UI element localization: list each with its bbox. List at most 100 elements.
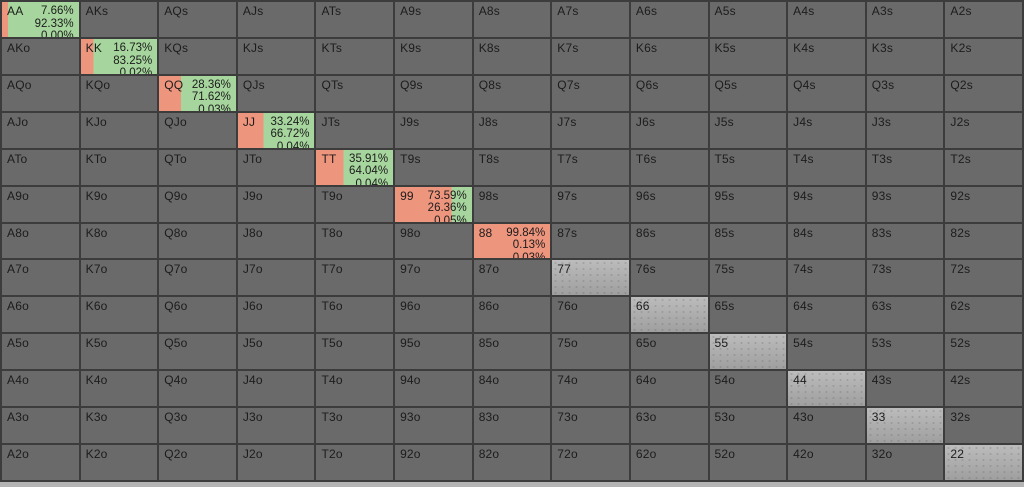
cell-63s[interactable]: 63s xyxy=(866,297,944,333)
cell-A5o[interactable]: A5o xyxy=(2,334,79,370)
cell-K2o[interactable]: K2o xyxy=(80,445,158,480)
cell-97s[interactable]: 97s xyxy=(552,186,629,222)
cell-A6s[interactable]: A6s xyxy=(630,2,708,37)
cell-95s[interactable]: 95s xyxy=(709,186,787,222)
cell-Q3o[interactable]: Q3o xyxy=(159,408,236,444)
cell-K2s[interactable]: K2s xyxy=(945,38,1022,74)
cell-T4o[interactable]: T4o xyxy=(316,371,394,407)
cell-33[interactable]: 33 xyxy=(866,408,944,444)
cell-Q5o[interactable]: Q5o xyxy=(159,334,236,370)
cell-73o[interactable]: 73o xyxy=(552,408,629,444)
cell-52o[interactable]: 52o xyxy=(709,445,787,480)
cell-A8s[interactable]: A8s xyxy=(473,2,551,37)
cell-J5s[interactable]: J5s xyxy=(709,112,787,148)
cell-54s[interactable]: 54s xyxy=(788,334,865,370)
cell-Q8o[interactable]: Q8o xyxy=(159,223,236,259)
cell-43o[interactable]: 43o xyxy=(788,408,865,444)
cell-J7o[interactable]: J7o xyxy=(237,260,315,296)
cell-32s[interactable]: 32s xyxy=(945,408,1022,444)
cell-T2o[interactable]: T2o xyxy=(316,445,394,480)
cell-KK[interactable]: KK 16.73% 83.25% 0.02% xyxy=(80,38,158,74)
cell-K4o[interactable]: K4o xyxy=(80,371,158,407)
cell-JJ[interactable]: JJ 33.24% 66.72% 0.04% xyxy=(237,112,315,148)
cell-ATo[interactable]: ATo xyxy=(2,149,79,185)
cell-K4s[interactable]: K4s xyxy=(788,38,865,74)
cell-Q6s[interactable]: Q6s xyxy=(630,75,708,111)
cell-K5s[interactable]: K5s xyxy=(709,38,787,74)
cell-Q8s[interactable]: Q8s xyxy=(473,75,551,111)
cell-Q7s[interactable]: Q7s xyxy=(552,75,629,111)
cell-K9o[interactable]: K9o xyxy=(80,186,158,222)
cell-94s[interactable]: 94s xyxy=(788,186,865,222)
cell-98o[interactable]: 98o xyxy=(395,223,472,259)
cell-92s[interactable]: 92s xyxy=(945,186,1022,222)
cell-62o[interactable]: 62o xyxy=(630,445,708,480)
cell-A2o[interactable]: A2o xyxy=(2,445,79,480)
cell-J6s[interactable]: J6s xyxy=(630,112,708,148)
cell-A9s[interactable]: A9s xyxy=(395,2,472,37)
cell-K9s[interactable]: K9s xyxy=(395,38,472,74)
cell-72s[interactable]: 72s xyxy=(945,260,1022,296)
cell-76s[interactable]: 76s xyxy=(630,260,708,296)
cell-QTs[interactable]: QTs xyxy=(316,75,394,111)
cell-Q3s[interactable]: Q3s xyxy=(866,75,944,111)
cell-63o[interactable]: 63o xyxy=(630,408,708,444)
cell-KJo[interactable]: KJo xyxy=(80,112,158,148)
cell-K3s[interactable]: K3s xyxy=(866,38,944,74)
cell-KQo[interactable]: KQo xyxy=(80,75,158,111)
cell-82o[interactable]: 82o xyxy=(473,445,551,480)
cell-85s[interactable]: 85s xyxy=(709,223,787,259)
cell-Q5s[interactable]: Q5s xyxy=(709,75,787,111)
cell-AJo[interactable]: AJo xyxy=(2,112,79,148)
cell-42s[interactable]: 42s xyxy=(945,371,1022,407)
cell-83o[interactable]: 83o xyxy=(473,408,551,444)
cell-QTo[interactable]: QTo xyxy=(159,149,236,185)
cell-93o[interactable]: 93o xyxy=(395,408,472,444)
cell-95o[interactable]: 95o xyxy=(395,334,472,370)
cell-J6o[interactable]: J6o xyxy=(237,297,315,333)
cell-74s[interactable]: 74s xyxy=(788,260,865,296)
cell-KTs[interactable]: KTs xyxy=(316,38,394,74)
cell-J8o[interactable]: J8o xyxy=(237,223,315,259)
cell-T8s[interactable]: T8s xyxy=(473,149,551,185)
cell-Q4o[interactable]: Q4o xyxy=(159,371,236,407)
cell-K6s[interactable]: K6s xyxy=(630,38,708,74)
cell-AJs[interactable]: AJs xyxy=(237,2,315,37)
cell-88[interactable]: 88 99.84% 0.13% 0.03% xyxy=(473,223,551,259)
cell-Q6o[interactable]: Q6o xyxy=(159,297,236,333)
cell-A7s[interactable]: A7s xyxy=(552,2,629,37)
cell-J4s[interactable]: J4s xyxy=(788,112,865,148)
cell-KTo[interactable]: KTo xyxy=(80,149,158,185)
cell-K8o[interactable]: K8o xyxy=(80,223,158,259)
cell-Q2s[interactable]: Q2s xyxy=(945,75,1022,111)
cell-T5s[interactable]: T5s xyxy=(709,149,787,185)
cell-T9s[interactable]: T9s xyxy=(395,149,472,185)
cell-K6o[interactable]: K6o xyxy=(80,297,158,333)
cell-J9o[interactable]: J9o xyxy=(237,186,315,222)
cell-A3o[interactable]: A3o xyxy=(2,408,79,444)
cell-44[interactable]: 44 xyxy=(788,371,865,407)
cell-84o[interactable]: 84o xyxy=(473,371,551,407)
cell-94o[interactable]: 94o xyxy=(395,371,472,407)
cell-87s[interactable]: 87s xyxy=(552,223,629,259)
cell-55[interactable]: 55 xyxy=(709,334,787,370)
cell-Q4s[interactable]: Q4s xyxy=(788,75,865,111)
cell-32o[interactable]: 32o xyxy=(866,445,944,480)
cell-86s[interactable]: 86s xyxy=(630,223,708,259)
cell-J3o[interactable]: J3o xyxy=(237,408,315,444)
cell-J2s[interactable]: J2s xyxy=(945,112,1022,148)
cell-KQs[interactable]: KQs xyxy=(159,38,236,74)
cell-A3s[interactable]: A3s xyxy=(866,2,944,37)
cell-Q2o[interactable]: Q2o xyxy=(159,445,236,480)
cell-72o[interactable]: 72o xyxy=(552,445,629,480)
cell-73s[interactable]: 73s xyxy=(866,260,944,296)
cell-97o[interactable]: 97o xyxy=(395,260,472,296)
cell-75s[interactable]: 75s xyxy=(709,260,787,296)
cell-62s[interactable]: 62s xyxy=(945,297,1022,333)
cell-KJs[interactable]: KJs xyxy=(237,38,315,74)
cell-42o[interactable]: 42o xyxy=(788,445,865,480)
cell-96o[interactable]: 96o xyxy=(395,297,472,333)
cell-AQo[interactable]: AQo xyxy=(2,75,79,111)
cell-JTs[interactable]: JTs xyxy=(316,112,394,148)
cell-A6o[interactable]: A6o xyxy=(2,297,79,333)
